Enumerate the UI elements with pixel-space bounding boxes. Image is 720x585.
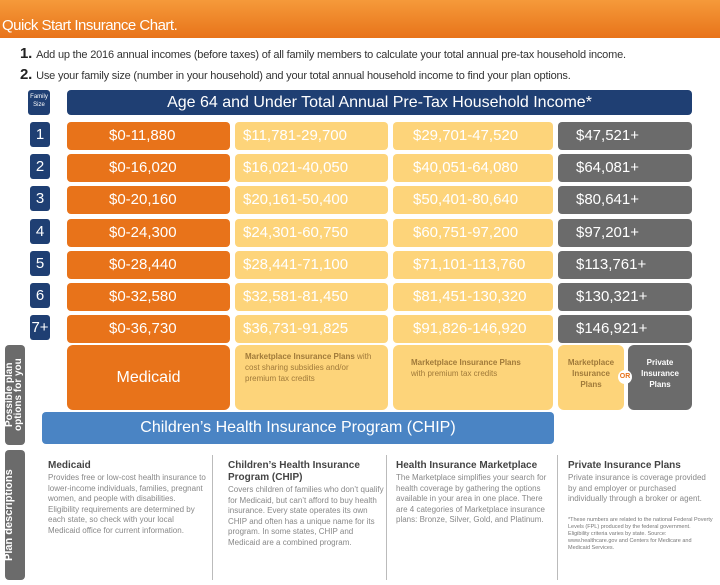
medicaid-range: $0-24,300 — [67, 218, 230, 247]
tax-credit-range: $91,826-146,920 — [393, 315, 553, 344]
step-number: 2. — [20, 66, 33, 83]
medicaid-plan: Medicaid — [67, 345, 230, 410]
medicaid-range: $0-11,880 — [67, 122, 230, 150]
medicaid-description: Medicaid Provides free or low-cost health… — [48, 460, 208, 536]
family-size: 1 — [30, 122, 50, 147]
subsidy-range: $11,781-29,700 — [235, 122, 388, 150]
family-size: 6 — [30, 283, 50, 308]
income-row: 1 $0-11,880 $11,781-29,700 $29,701-47,52… — [0, 122, 720, 150]
footnote: *These numbers are related to the nation… — [568, 516, 713, 551]
income-row: 4 $0-24,300 $24,301-60,750 $60,751-97,20… — [0, 218, 720, 247]
marketplace-tax-credit-plan: Marketplace Insurance Plans with premium … — [393, 345, 553, 410]
description-title: Children’s Health Insurance Program (CHI… — [228, 460, 360, 483]
private-range: $146,921+ — [558, 315, 692, 344]
medicaid-range: $0-36,730 — [67, 315, 230, 344]
tax-credit-range: $71,101-113,760 — [393, 250, 553, 279]
medicaid-range: $0-16,020 — [67, 154, 230, 183]
description-title: Private Insurance Plans — [568, 460, 681, 471]
income-row: 3 $0-20,160 $20,161-50,400 $50,401-80,64… — [0, 186, 720, 215]
step-1: 1. Add up the 2016 annual incomes (before… — [20, 45, 626, 62]
subsidy-range: $20,161-50,400 — [235, 186, 388, 215]
description-text: Provides free or low-cost health insuran… — [48, 473, 206, 535]
description-text: The Marketplace simplifies your search f… — [396, 473, 547, 524]
subsidy-range: $32,581-81,450 — [235, 283, 388, 311]
family-size-header: Family Size — [28, 90, 50, 115]
plan-detail: with premium tax credits — [411, 369, 498, 378]
income-row: 6 $0-32,580 $32,581-81,450 $81,451-130,3… — [0, 283, 720, 311]
step-2: 2. Use your family size (number in your h… — [20, 66, 571, 83]
header-bar: Quick Start Insurance Chart. — [0, 0, 720, 38]
plan-name: Marketplace Insurance Plans — [411, 358, 521, 367]
private-plan: Private Insurance Plans — [628, 345, 692, 410]
private-range: $80,641+ — [558, 186, 692, 215]
tax-credit-range: $50,401-80,640 — [393, 186, 553, 215]
marketplace-subsidy-plan: Marketplace Insurance Plans with cost sh… — [235, 345, 388, 410]
tax-credit-range: $29,701-47,520 — [393, 122, 553, 150]
chip-plan: Children’s Health Insurance Program (CHI… — [42, 412, 554, 444]
step-text: Add up the 2016 annual incomes (before t… — [36, 49, 626, 61]
private-range: $130,321+ — [558, 283, 692, 311]
step-text: Use your family size (number in your hou… — [36, 70, 571, 82]
private-range: $64,081+ — [558, 154, 692, 183]
private-range: $47,521+ — [558, 122, 692, 150]
marketplace-description: Health Insurance Marketplace The Marketpl… — [396, 460, 556, 526]
description-text: Private insurance is coverage provided b… — [568, 473, 706, 503]
income-row: 5 $0-28,440 $28,441-71,100 $71,101-113,7… — [0, 250, 720, 279]
divider — [557, 455, 558, 580]
description-text: Covers children of families who don’t qu… — [228, 485, 384, 547]
income-row: 2 $0-16,020 $16,021-40,050 $40,051-64,08… — [0, 154, 720, 183]
family-size: 2 — [30, 154, 50, 180]
tax-credit-range: $81,451-130,320 — [393, 283, 553, 311]
step-number: 1. — [20, 45, 33, 62]
plan-options-label: Possible plan options for you — [4, 345, 25, 445]
subsidy-range: $16,021-40,050 — [235, 154, 388, 183]
family-size: 7+ — [30, 315, 50, 341]
family-size: 3 — [30, 186, 50, 212]
family-size: 4 — [30, 218, 50, 244]
private-range: $97,201+ — [558, 218, 692, 247]
medicaid-range: $0-28,440 — [67, 250, 230, 279]
medicaid-range: $0-20,160 — [67, 186, 230, 215]
private-range: $113,761+ — [558, 250, 692, 279]
family-size: 5 — [30, 250, 50, 276]
description-title: Medicaid — [48, 460, 91, 471]
chip-description: Children’s Health Insurance Program (CHI… — [228, 460, 386, 548]
subsidy-range: $36,731-91,825 — [235, 315, 388, 344]
description-title: Health Insurance Marketplace — [396, 460, 538, 471]
plan-name: Marketplace Insurance Plans — [245, 352, 355, 361]
tax-credit-range: $40,051-64,080 — [393, 154, 553, 183]
plan-detail: with cost sharing subsidies and/or premi… — [245, 352, 372, 383]
tax-credit-range: $60,751-97,200 — [393, 218, 553, 247]
marketplace-plan: Marketplace Insurance Plans — [558, 345, 624, 410]
divider — [212, 455, 213, 580]
income-row: 7+ $0-36,730 $36,731-91,825 $91,826-146,… — [0, 315, 720, 344]
subsidy-range: $24,301-60,750 — [235, 218, 388, 247]
medicaid-range: $0-32,580 — [67, 283, 230, 311]
page-title: Quick Start Insurance Chart. — [2, 17, 178, 34]
private-description: Private Insurance Plans Private insurance… — [568, 460, 713, 552]
divider — [386, 455, 387, 580]
subsidy-range: $28,441-71,100 — [235, 250, 388, 279]
plan-descriptions-label: Plan descriptions — [3, 450, 25, 580]
income-table-title: Age 64 and Under Total Annual Pre-Tax Ho… — [67, 90, 692, 115]
or-badge: OR — [618, 370, 632, 384]
